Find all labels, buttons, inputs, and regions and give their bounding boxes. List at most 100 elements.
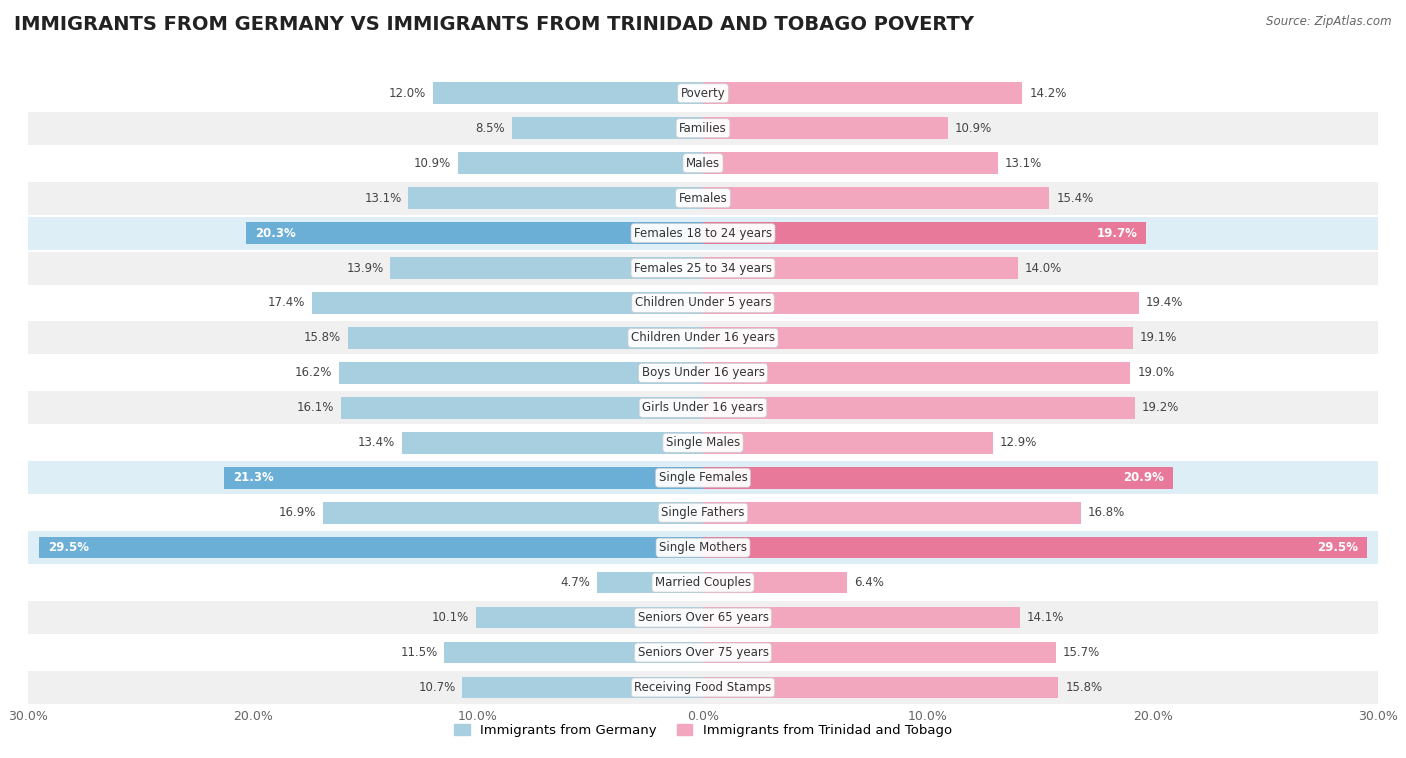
Bar: [28, 460, 1378, 495]
Bar: [703, 222, 1146, 244]
Text: 19.0%: 19.0%: [1137, 366, 1174, 380]
Bar: [703, 292, 1139, 314]
Text: Single Mothers: Single Mothers: [659, 541, 747, 554]
Bar: [340, 397, 703, 418]
Text: 20.9%: 20.9%: [1123, 471, 1164, 484]
Text: Girls Under 16 years: Girls Under 16 years: [643, 401, 763, 415]
Bar: [703, 83, 1022, 104]
Bar: [703, 117, 948, 139]
Legend: Immigrants from Germany, Immigrants from Trinidad and Tobago: Immigrants from Germany, Immigrants from…: [449, 719, 957, 742]
Bar: [246, 222, 703, 244]
Bar: [433, 83, 703, 104]
Text: Married Couples: Married Couples: [655, 576, 751, 589]
Bar: [28, 495, 1378, 530]
Text: 10.9%: 10.9%: [955, 122, 993, 135]
Bar: [28, 356, 1378, 390]
Text: 16.9%: 16.9%: [278, 506, 316, 519]
Text: 19.7%: 19.7%: [1097, 227, 1137, 240]
Bar: [703, 572, 846, 594]
Bar: [703, 432, 993, 453]
Bar: [347, 327, 703, 349]
Bar: [408, 187, 703, 209]
Bar: [391, 257, 703, 279]
Bar: [444, 642, 703, 663]
Text: 29.5%: 29.5%: [1316, 541, 1358, 554]
Text: 12.9%: 12.9%: [1000, 437, 1038, 449]
Text: 29.5%: 29.5%: [48, 541, 90, 554]
Bar: [28, 251, 1378, 286]
Text: Females: Females: [679, 192, 727, 205]
Text: 16.2%: 16.2%: [294, 366, 332, 380]
Text: Children Under 5 years: Children Under 5 years: [634, 296, 772, 309]
Bar: [703, 327, 1133, 349]
Text: Receiving Food Stamps: Receiving Food Stamps: [634, 681, 772, 694]
Text: 19.2%: 19.2%: [1142, 401, 1180, 415]
Text: Seniors Over 65 years: Seniors Over 65 years: [637, 611, 769, 624]
Text: 4.7%: 4.7%: [561, 576, 591, 589]
Bar: [339, 362, 703, 384]
Text: 12.0%: 12.0%: [389, 86, 426, 100]
Bar: [28, 565, 1378, 600]
Text: Males: Males: [686, 157, 720, 170]
Bar: [703, 677, 1059, 698]
Text: Seniors Over 75 years: Seniors Over 75 years: [637, 646, 769, 659]
Bar: [703, 606, 1021, 628]
Text: Single Fathers: Single Fathers: [661, 506, 745, 519]
Bar: [703, 502, 1081, 524]
Text: Single Males: Single Males: [666, 437, 740, 449]
Text: 11.5%: 11.5%: [401, 646, 437, 659]
Text: 6.4%: 6.4%: [853, 576, 883, 589]
Text: 10.7%: 10.7%: [419, 681, 456, 694]
Text: 10.1%: 10.1%: [432, 611, 470, 624]
Text: Females 18 to 24 years: Females 18 to 24 years: [634, 227, 772, 240]
Text: 16.1%: 16.1%: [297, 401, 335, 415]
Bar: [28, 321, 1378, 356]
Bar: [28, 390, 1378, 425]
Bar: [703, 642, 1056, 663]
Text: Single Females: Single Females: [658, 471, 748, 484]
Text: 14.2%: 14.2%: [1029, 86, 1067, 100]
Text: 13.1%: 13.1%: [1004, 157, 1042, 170]
Bar: [703, 362, 1130, 384]
Bar: [28, 600, 1378, 635]
Bar: [703, 467, 1173, 489]
Text: 15.7%: 15.7%: [1063, 646, 1099, 659]
Bar: [512, 117, 703, 139]
Text: Boys Under 16 years: Boys Under 16 years: [641, 366, 765, 380]
Text: 14.1%: 14.1%: [1026, 611, 1064, 624]
Text: 17.4%: 17.4%: [267, 296, 305, 309]
Text: 15.8%: 15.8%: [304, 331, 340, 344]
Bar: [28, 180, 1378, 215]
Bar: [39, 537, 703, 559]
Text: 19.1%: 19.1%: [1139, 331, 1177, 344]
Bar: [28, 425, 1378, 460]
Text: IMMIGRANTS FROM GERMANY VS IMMIGRANTS FROM TRINIDAD AND TOBAGO POVERTY: IMMIGRANTS FROM GERMANY VS IMMIGRANTS FR…: [14, 15, 974, 34]
Bar: [28, 530, 1378, 565]
Bar: [402, 432, 703, 453]
Bar: [28, 670, 1378, 705]
Text: 13.1%: 13.1%: [364, 192, 402, 205]
Bar: [28, 286, 1378, 321]
Text: 13.4%: 13.4%: [357, 437, 395, 449]
Bar: [703, 187, 1049, 209]
Text: Families: Families: [679, 122, 727, 135]
Text: Poverty: Poverty: [681, 86, 725, 100]
Text: 13.9%: 13.9%: [346, 262, 384, 274]
Bar: [703, 397, 1135, 418]
Bar: [703, 152, 998, 174]
Bar: [475, 606, 703, 628]
Bar: [224, 467, 703, 489]
Bar: [28, 215, 1378, 251]
Bar: [323, 502, 703, 524]
Bar: [703, 537, 1367, 559]
Bar: [703, 257, 1018, 279]
Bar: [463, 677, 703, 698]
Bar: [28, 76, 1378, 111]
Bar: [28, 146, 1378, 180]
Bar: [312, 292, 703, 314]
Text: 21.3%: 21.3%: [233, 471, 274, 484]
Text: 20.3%: 20.3%: [256, 227, 297, 240]
Text: 14.0%: 14.0%: [1025, 262, 1062, 274]
Text: 15.8%: 15.8%: [1066, 681, 1102, 694]
Text: 15.4%: 15.4%: [1056, 192, 1094, 205]
